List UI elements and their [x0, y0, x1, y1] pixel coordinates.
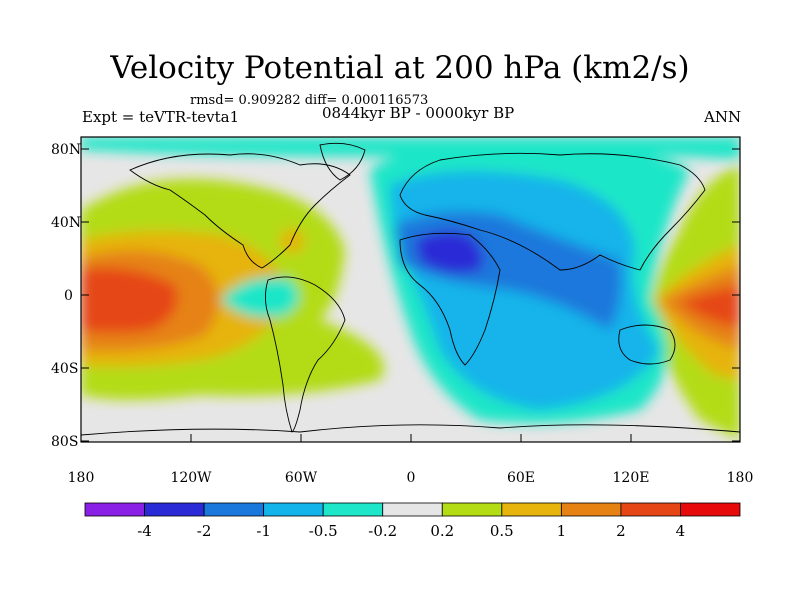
colorbar-labels: -4 -2 -1 -0.5 -0.2 0.2 0.5 1 2 4: [137, 522, 685, 540]
colorbar-swatch: [322, 502, 384, 517]
coast-south-america: [265, 276, 346, 433]
season-label: ANN: [704, 108, 742, 126]
coast-antarctica: [81, 424, 740, 436]
coast-australia: [618, 324, 676, 365]
lat-label: 80N: [51, 142, 81, 158]
lon-label: 180: [727, 470, 754, 486]
lon-label: 120E: [613, 470, 650, 486]
lon-label: 60W: [285, 470, 318, 486]
coast-greenland: [319, 142, 366, 181]
contour-minus-2: [415, 231, 484, 274]
colorbar-swatch: [441, 502, 503, 517]
lon-label: 0: [407, 470, 416, 486]
stats-line: rmsd= 0.909282 diff= 0.000116573: [190, 93, 429, 108]
colorbar-label: -4: [137, 522, 152, 540]
lat-label: 40S: [51, 361, 78, 377]
colorbar-swatch: [501, 502, 562, 517]
colorbar-label: -0.2: [368, 522, 397, 540]
contour-minus-0.2-north: [81, 137, 740, 160]
coastlines: [81, 142, 740, 436]
colorbar-swatch: [620, 502, 681, 517]
colorbar-swatch: [680, 502, 741, 517]
colorbar-swatch: [382, 502, 443, 517]
lon-axis: [80, 434, 741, 442]
period-label: 0844kyr BP - 0000kyr BP: [322, 104, 515, 122]
colorbar-label: 0.5: [490, 522, 514, 540]
colorbar-label: 0.2: [430, 522, 454, 540]
experiment-label: Expt = teVTR-tevta1: [82, 108, 240, 126]
lon-label: 120W: [170, 470, 212, 486]
plot-title: Velocity Potential at 200 hPa (km2/s): [110, 50, 690, 86]
lon-label: 60E: [507, 470, 535, 486]
colorbar: [84, 502, 741, 517]
coast-europe-asia: [399, 152, 706, 271]
colorbar-swatch: [560, 502, 622, 517]
colorbar-label: -2: [197, 522, 212, 540]
contour-minus-0.2-small: [220, 277, 299, 318]
colorbar-label: -1: [256, 522, 271, 540]
contour-2-east: [680, 285, 740, 328]
lat-label: 40N: [51, 215, 81, 231]
lat-label: 80S: [51, 434, 78, 450]
contour-field: [81, 137, 740, 442]
colorbar-label: -0.5: [309, 522, 338, 540]
contour-2-west: [81, 267, 178, 333]
coast-africa: [399, 232, 501, 366]
colorbar-label: 4: [676, 522, 686, 540]
lon-label: 180: [68, 470, 95, 486]
colorbar-swatch: [263, 502, 324, 517]
lat-axis: [81, 148, 740, 442]
colorbar-swatch: [203, 502, 265, 517]
colorbar-label: 2: [616, 522, 626, 540]
coast-north-america: [129, 153, 351, 269]
colorbar-swatch: [144, 502, 205, 517]
lat-label: 0: [64, 288, 73, 304]
colorbar-swatch: [84, 502, 145, 517]
colorbar-label: 1: [557, 522, 567, 540]
